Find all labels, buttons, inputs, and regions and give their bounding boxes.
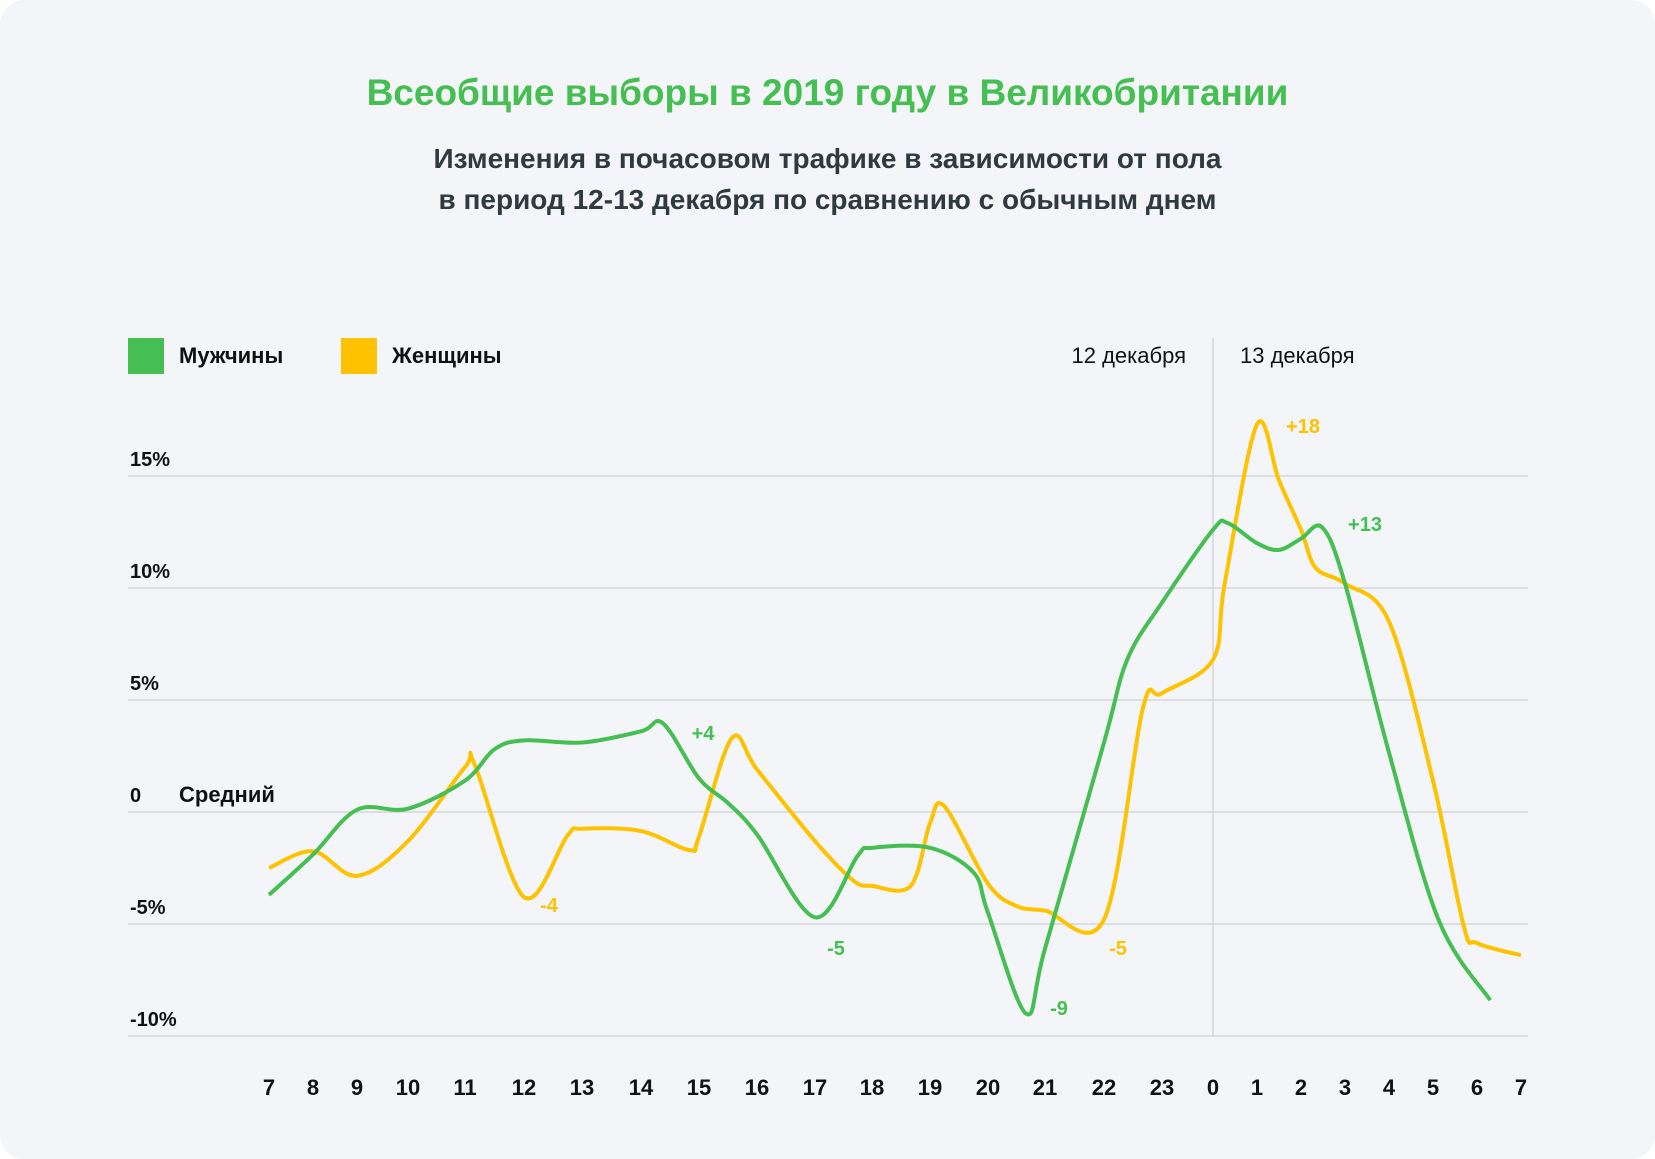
legend-swatch-men — [128, 338, 164, 374]
y-tick-label: 10% — [130, 561, 170, 583]
y-tick-label: -5% — [130, 897, 166, 919]
x-tick-label: 16 — [745, 1075, 769, 1100]
x-tick-label: 2 — [1295, 1075, 1307, 1100]
x-tick-label: 12 — [512, 1075, 536, 1100]
y-tick-label: -10% — [130, 1009, 177, 1031]
data-label: -5 — [827, 938, 845, 960]
x-tick-label: 20 — [976, 1075, 1000, 1100]
x-tick-label: 6 — [1471, 1075, 1483, 1100]
x-tick-label: 23 — [1150, 1075, 1174, 1100]
x-tick-label: 7 — [1515, 1075, 1527, 1100]
chart-subtitle-line-1: Изменения в почасовом трафике в зависимо… — [433, 143, 1222, 174]
y-tick-label: 0 — [130, 785, 141, 807]
date-label-dec-12: 12 декабря — [1071, 343, 1186, 368]
x-tick-label: 15 — [687, 1075, 711, 1100]
x-tick-label: 8 — [307, 1075, 319, 1100]
x-tick-label: 11 — [453, 1075, 476, 1100]
series-line-women — [268, 419, 1522, 958]
data-label: -5 — [1109, 938, 1127, 960]
chart-subtitle-line-2: в период 12-13 декабря по сравнению с об… — [438, 184, 1217, 215]
data-label: +4 — [692, 723, 716, 745]
x-tick-label: 19 — [918, 1075, 942, 1100]
zero-baseline-label: Средний — [179, 782, 275, 807]
x-tick-label: 18 — [860, 1075, 884, 1100]
x-tick-label: 3 — [1339, 1075, 1351, 1100]
x-tick-label: 21 — [1033, 1075, 1057, 1100]
x-tick-label: 22 — [1092, 1075, 1116, 1100]
series-line-men — [267, 518, 1492, 1017]
y-tick-label: 5% — [130, 673, 159, 695]
legend-label-women: Женщины — [392, 343, 502, 368]
x-tick-label: 7 — [263, 1075, 275, 1100]
data-label: -4 — [540, 895, 559, 917]
x-tick-label: 17 — [803, 1075, 827, 1100]
x-tick-label: 4 — [1383, 1075, 1396, 1100]
x-tick-label: 9 — [351, 1075, 363, 1100]
legend-label-men: Мужчины — [179, 343, 284, 368]
x-tick-label: 0 — [1207, 1075, 1219, 1100]
x-tick-label: 14 — [629, 1075, 654, 1100]
date-label-dec-13: 13 декабря — [1240, 343, 1355, 368]
y-tick-label: 15% — [130, 449, 170, 471]
chart-title: Всеобщие выборы в 2019 году в Великобрит… — [366, 72, 1289, 113]
x-tick-label: 1 — [1251, 1075, 1263, 1100]
x-tick-label: 10 — [396, 1075, 420, 1100]
data-label: +13 — [1348, 514, 1382, 536]
x-tick-label: 13 — [570, 1075, 594, 1100]
legend-swatch-women — [341, 338, 377, 374]
x-tick-label: 5 — [1427, 1075, 1439, 1100]
data-label: +18 — [1286, 416, 1320, 438]
data-label: -9 — [1050, 998, 1068, 1020]
